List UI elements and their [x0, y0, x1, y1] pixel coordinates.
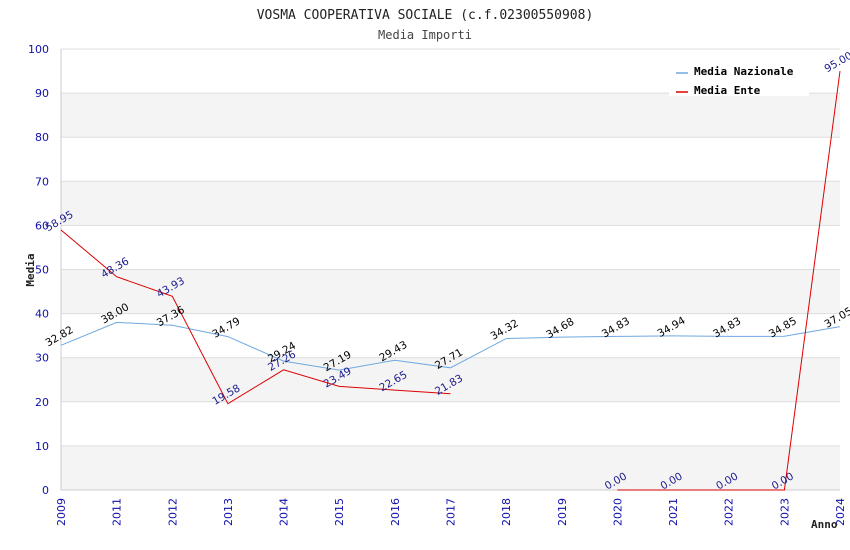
x-tick-label: 2014 [278, 498, 291, 526]
y-tick-label: 40 [35, 308, 49, 321]
plot-band [61, 181, 840, 226]
plot-band [61, 445, 840, 490]
series-lines [60, 71, 841, 491]
y-axis-title: Media [24, 253, 37, 286]
x-tick-label: 2023 [778, 498, 791, 526]
y-tick-label: 10 [35, 440, 49, 453]
x-tick-label: 2009 [55, 498, 68, 526]
x-tick-label: 2019 [556, 498, 569, 526]
y-tick-label: 80 [35, 131, 49, 144]
plot-background [60, 48, 840, 491]
x-tick-label: 2016 [389, 498, 402, 526]
y-tick-label: 20 [35, 396, 49, 409]
plot-band [61, 269, 840, 314]
plot-band [61, 401, 840, 446]
plot-band [61, 93, 840, 138]
x-axis-ticks: 2009 2011 2012 2013 2014 2015 2016 2017 2018 2019… [55, 498, 847, 526]
y-tick-label: 30 [35, 352, 49, 365]
plot-band [61, 313, 840, 358]
plot-band [61, 225, 840, 270]
x-tick-label: 2013 [222, 498, 235, 526]
x-tick-label: 2018 [500, 498, 513, 526]
legend-box [669, 60, 809, 96]
y-tick-label: 50 [35, 264, 49, 277]
series-line-media-ente [60, 229, 451, 405]
y-axis-ticks: 0 10 20 30 40 50 60 70 80 90 100 [28, 43, 49, 497]
plot-band [61, 357, 840, 402]
x-tick-label: 2024 [834, 498, 847, 526]
legend-label-media-nazionale: Media Nazionale [694, 65, 794, 78]
x-tick-label: 2020 [611, 498, 624, 526]
x-axis-title: Anno [811, 518, 838, 531]
legend: Media Nazionale Media Ente [669, 60, 809, 97]
y-tick-label: 70 [35, 175, 49, 188]
x-tick-label: 2011 [111, 498, 124, 526]
x-tick-label: 2017 [445, 498, 458, 526]
y-tick-label: 100 [28, 43, 49, 56]
y-tick-label: 60 [35, 219, 49, 232]
x-tick-label: 2012 [166, 498, 179, 526]
x-tick-label: 2021 [667, 498, 680, 526]
x-tick-label: 2022 [723, 498, 736, 526]
y-tick-label: 0 [42, 484, 49, 497]
y-tick-label: 90 [35, 87, 49, 100]
plot-band [61, 137, 840, 182]
legend-label-media-ente: Media Ente [694, 84, 761, 97]
series-line-media-ente [617, 71, 841, 491]
series-line-media-nazionale [60, 321, 841, 371]
x-tick-label: 2015 [333, 498, 346, 526]
chart-title: VOSMA COOPERATIVA SOCIALE (c.f.023005509… [257, 8, 594, 23]
chart-subtitle: Media Importi [378, 28, 472, 42]
